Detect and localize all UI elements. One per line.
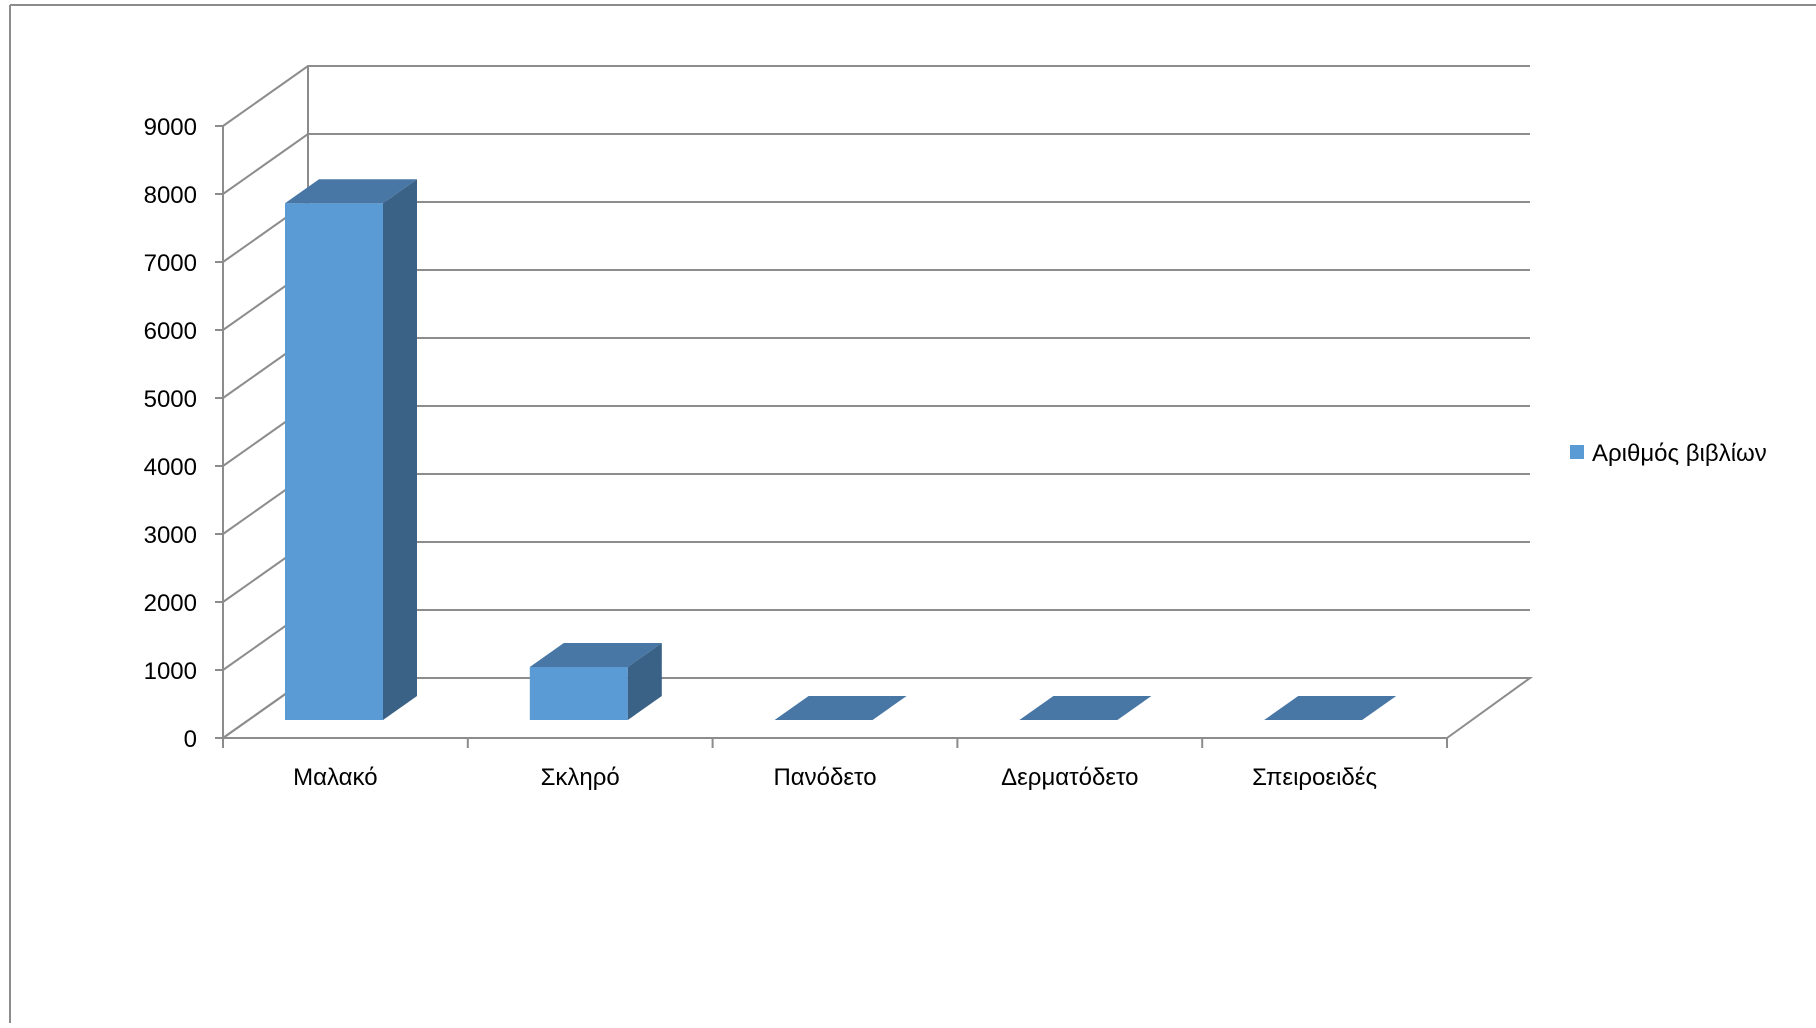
y-tick-label: 9000 [144, 114, 197, 141]
y-axis-ticks: 0 1000 2000 3000 4000 5000 6000 7000 8000 9000 [144, 114, 197, 753]
gridline [222, 405, 1530, 467]
legend: Αριθμός βιβλίων [1570, 440, 1767, 467]
bar [1264, 696, 1397, 720]
x-tick-label: Σπειροειδές [1252, 764, 1377, 791]
bar-side [627, 642, 662, 720]
x-tick-label: Πανόδετο [773, 764, 876, 791]
y-tick-label: 4000 [144, 454, 197, 481]
gridline [222, 337, 1530, 399]
y-tick-label: 1000 [144, 658, 197, 685]
y-tick-label: 8000 [144, 182, 197, 209]
bar-top [285, 179, 417, 204]
bar-front [285, 203, 383, 720]
bar-top [1019, 696, 1152, 720]
x-tick-label: Μαλακό [293, 764, 377, 791]
bar-top [529, 642, 662, 667]
bar [1019, 696, 1152, 720]
y-tick-label: 6000 [144, 318, 197, 345]
y-tick-label: 3000 [144, 522, 197, 549]
gridline [222, 541, 1530, 603]
x-tick-label: Δερματόδετο [1001, 764, 1138, 791]
gridline [222, 133, 1530, 195]
bar [285, 179, 417, 720]
bar [774, 696, 907, 720]
y-tick-label: 5000 [144, 386, 197, 413]
gridline [222, 269, 1530, 331]
gridline [222, 609, 1530, 671]
gridline [222, 65, 1530, 127]
gridline [222, 201, 1530, 263]
y-tick-label: 0 [184, 726, 197, 753]
x-axis-ticks: Μαλακό Σκληρό Πανόδετο Δερματόδετο Σπειροειδ… [293, 738, 1448, 791]
gridline [222, 473, 1530, 535]
y-tick-label: 7000 [144, 250, 197, 277]
bar-side [383, 179, 417, 720]
bar [529, 642, 662, 720]
bar-top [774, 696, 907, 720]
legend-swatch [1570, 445, 1584, 459]
legend-label: Αριθμός βιβλίων [1592, 440, 1767, 467]
y-tick-label: 2000 [144, 590, 197, 617]
chart-border [9, 4, 1816, 1023]
bar-front [529, 666, 628, 720]
bar-top [1264, 696, 1397, 720]
bars [285, 179, 1397, 720]
x-tick-label: Σκληρό [541, 764, 620, 791]
